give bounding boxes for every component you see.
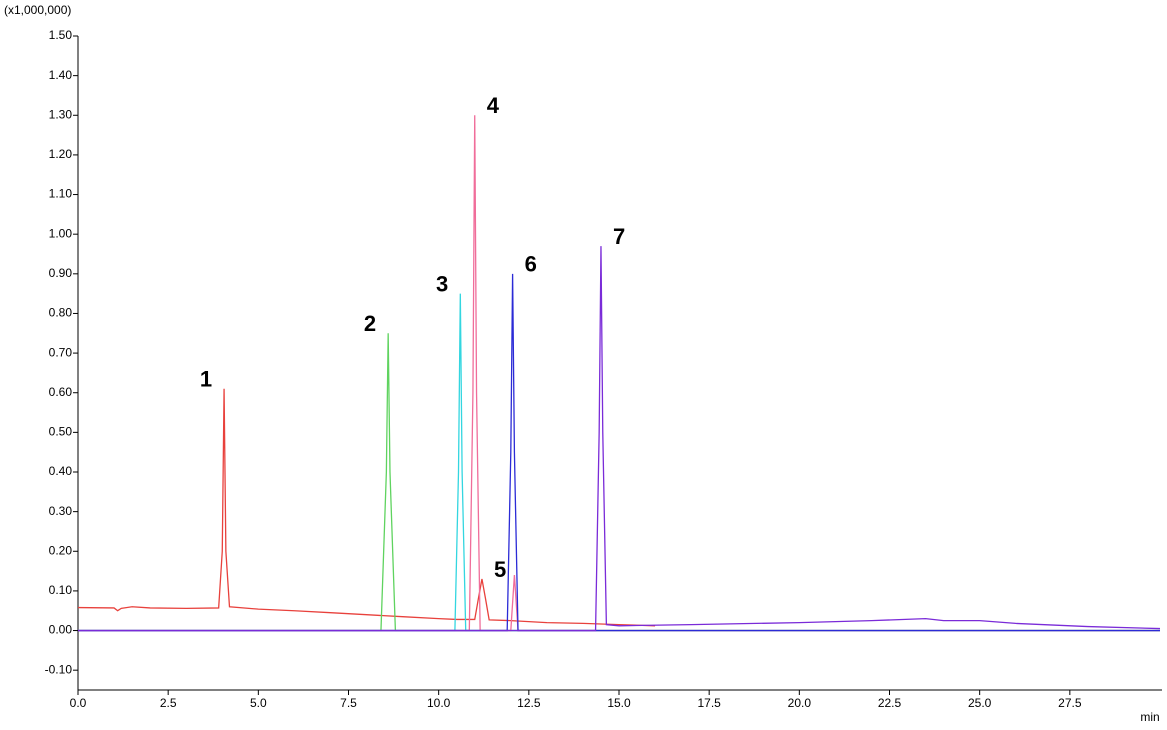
x-tick-label: 25.0 bbox=[968, 696, 992, 710]
y-tick-label: 0.00 bbox=[49, 623, 73, 637]
y-tick-label: 1.50 bbox=[49, 28, 73, 42]
x-tick-label: 27.5 bbox=[1058, 696, 1082, 710]
y-tick-label: 0.20 bbox=[49, 543, 73, 557]
y-tick-label: 1.30 bbox=[49, 107, 73, 121]
y-tick-label: 1.10 bbox=[49, 187, 73, 201]
y-tick-label: 0.30 bbox=[49, 504, 73, 518]
y-unit-label: (x1,000,000) bbox=[4, 3, 71, 17]
x-tick-label: 17.5 bbox=[697, 696, 721, 710]
peak-label: 6 bbox=[525, 252, 537, 277]
y-tick-label: 0.40 bbox=[49, 464, 73, 478]
peak-label: 7 bbox=[613, 224, 625, 249]
y-tick-label: 0.90 bbox=[49, 266, 73, 280]
x-tick-label: 5.0 bbox=[250, 696, 267, 710]
y-tick-label: 0.60 bbox=[49, 385, 73, 399]
trace bbox=[78, 333, 1160, 632]
x-axis-label: min bbox=[1140, 710, 1159, 724]
x-tick-label: 7.5 bbox=[340, 696, 357, 710]
x-tick-label: 12.5 bbox=[517, 696, 541, 710]
y-tick-label: 1.40 bbox=[49, 68, 73, 82]
trace bbox=[78, 115, 1160, 632]
y-tick-label: 0.50 bbox=[49, 425, 73, 439]
x-tick-label: 2.5 bbox=[160, 696, 177, 710]
trace bbox=[78, 273, 1160, 632]
x-tick-label: 15.0 bbox=[607, 696, 631, 710]
x-tick-label: 0.0 bbox=[70, 696, 87, 710]
trace bbox=[78, 293, 1160, 632]
peak-label: 2 bbox=[364, 311, 376, 336]
y-tick-label: 1.00 bbox=[49, 226, 73, 240]
y-tick-label: 0.10 bbox=[49, 583, 73, 597]
peak-label: 5 bbox=[494, 557, 506, 582]
trace bbox=[77, 388, 656, 627]
y-tick-label: 0.70 bbox=[49, 345, 73, 359]
y-tick-label: 1.20 bbox=[49, 147, 73, 161]
trace bbox=[78, 246, 1161, 632]
x-tick-label: 22.5 bbox=[878, 696, 902, 710]
peak-label: 4 bbox=[487, 93, 500, 118]
y-tick-label: -0.10 bbox=[45, 662, 73, 676]
y-tick-label: 0.80 bbox=[49, 306, 73, 320]
x-tick-label: 10.0 bbox=[427, 696, 451, 710]
peak-label: 1 bbox=[200, 367, 212, 392]
peak-label: 3 bbox=[436, 271, 448, 296]
x-tick-label: 20.0 bbox=[788, 696, 812, 710]
